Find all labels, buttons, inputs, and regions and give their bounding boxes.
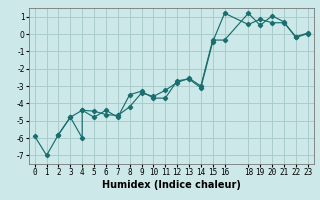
X-axis label: Humidex (Indice chaleur): Humidex (Indice chaleur) <box>102 180 241 190</box>
